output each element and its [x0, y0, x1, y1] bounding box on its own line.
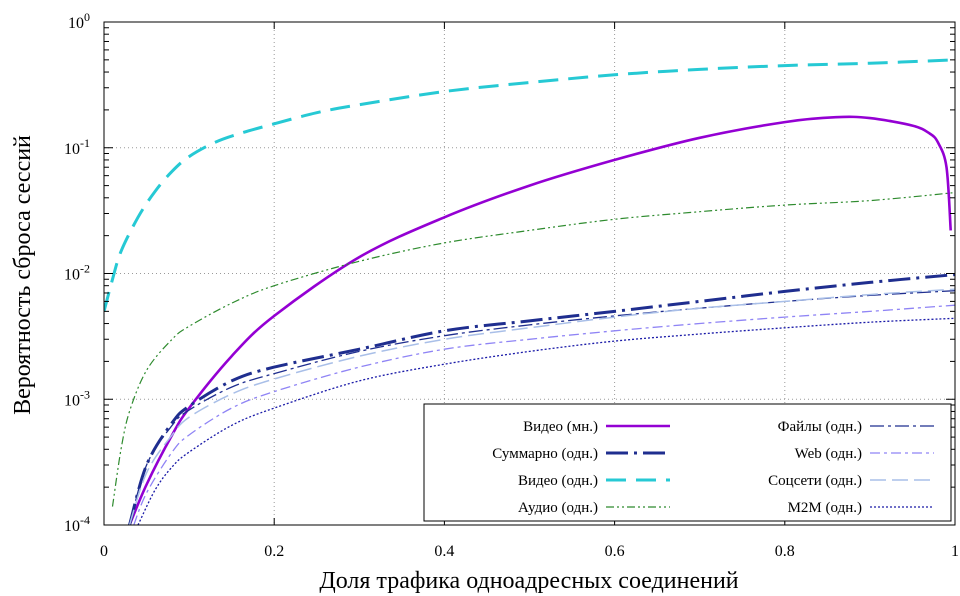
legend-label: Видео (одн.) — [518, 473, 598, 489]
legend-box — [423, 403, 952, 522]
legend-label: Суммарно (одн.) — [492, 446, 598, 462]
x-tick-label: 0.4 — [434, 543, 454, 560]
y-axis-title: Вероятность сброса сессий — [10, 135, 36, 415]
legend: Видео (мн.) Суммарно (одн.) Видео (одн.) Ау… — [423, 403, 952, 522]
y-tick-exponent: -1 — [80, 136, 90, 150]
y-tick-base: 10 — [64, 392, 80, 409]
series-line-4 — [128, 290, 955, 525]
series-line-2 — [104, 58, 955, 312]
y-tick-base: 10 — [64, 267, 80, 284]
y-tick-base: 10 — [68, 15, 84, 32]
x-tick-label: 1 — [951, 543, 959, 560]
legend-label: Web (одн.) — [795, 446, 862, 462]
x-tick-label: 0.6 — [605, 543, 625, 560]
x-tick-label: 0.8 — [775, 543, 795, 560]
x-tick-label: 0.2 — [264, 543, 284, 560]
y-tick-label: 10-4 — [64, 513, 90, 535]
legend-label: M2M (одн.) — [788, 500, 862, 516]
y-tick-label: 10-2 — [64, 262, 90, 284]
y-tick-exponent: -4 — [80, 513, 90, 527]
legend-label: Видео (мн.) — [523, 419, 598, 435]
series-line-5 — [133, 304, 955, 525]
series-line-1 — [128, 273, 955, 525]
y-tick-label: 100 — [68, 10, 90, 32]
legend-label: Соцсети (одн.) — [768, 473, 862, 489]
y-tick-base: 10 — [64, 518, 80, 535]
series-line-0 — [128, 115, 952, 525]
y-tick-label: 10-3 — [64, 387, 90, 409]
legend-label: Аудио (одн.) — [518, 500, 598, 516]
y-tick-base: 10 — [64, 141, 80, 158]
x-axis-title: Доля трафика одноадресных соединений — [319, 568, 738, 594]
series-line-3 — [111, 192, 955, 507]
series-line-6 — [128, 288, 955, 525]
y-tick-exponent: -3 — [80, 387, 90, 401]
series-layer — [104, 58, 955, 525]
y-tick-exponent: -2 — [80, 262, 90, 276]
y-tick-exponent: 0 — [84, 10, 90, 24]
axis-ticks — [103, 21, 956, 526]
legend-label: Файлы (одн.) — [778, 419, 862, 435]
y-tick-label: 10-1 — [64, 136, 90, 158]
series-line-7 — [137, 317, 955, 525]
x-tick-label: 0 — [100, 543, 108, 560]
